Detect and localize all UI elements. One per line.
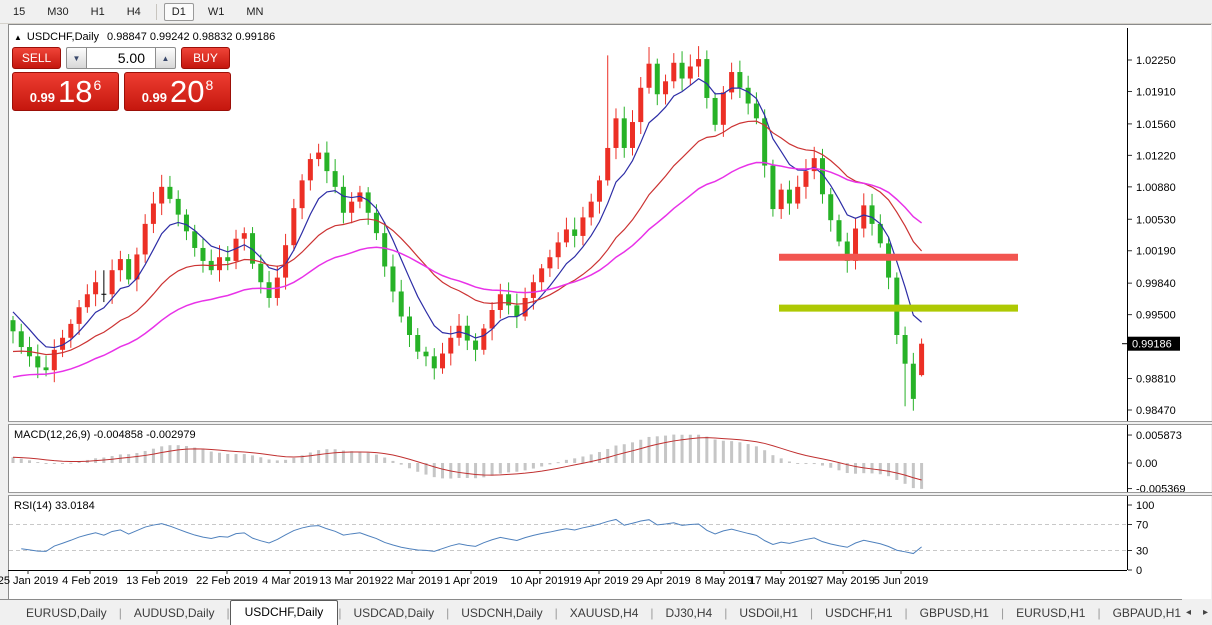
- volume-increase-button[interactable]: ▲: [155, 47, 176, 69]
- tab-scroll-right-icon[interactable]: ▸: [1202, 606, 1208, 618]
- tab-separator: |: [446, 606, 450, 620]
- chart-tab-eurusd-h1[interactable]: EURUSD,H1: [1016, 606, 1086, 620]
- tab-separator: |: [724, 606, 728, 620]
- tab-separator: |: [554, 606, 558, 620]
- chart-tab-usdcnh-daily[interactable]: USDCNH,Daily: [461, 606, 543, 620]
- buy-button[interactable]: BUY: [181, 47, 230, 69]
- ask-price-display[interactable]: 0.99 20 8: [124, 72, 231, 111]
- tab-separator: |: [226, 606, 230, 620]
- bid-price-prefix: 0.99: [29, 90, 56, 105]
- chart-tab-eurusd-daily[interactable]: EURUSD,Daily: [26, 606, 107, 620]
- chart-tab-dj30-h4[interactable]: DJ30,H4: [665, 606, 713, 620]
- timeframe-d1-button[interactable]: D1: [163, 2, 194, 21]
- tab-scrollers: ◂ ▸: [1182, 599, 1212, 625]
- arrow-down-icon: ▼: [72, 53, 81, 63]
- timeframe-m30-button[interactable]: M30: [39, 3, 76, 21]
- collapse-triangle-icon[interactable]: ▲: [14, 33, 22, 42]
- tab-separator: |: [118, 606, 122, 620]
- chart-tab-bar: EURUSD,Daily | AUDUSD,Daily | USDCHF,Daily | U…: [0, 599, 1212, 625]
- tab-separator: |: [650, 606, 654, 620]
- timeframe-toolbar: 15 M30 H1 H4 D1 W1 MN: [0, 0, 1212, 24]
- chart-title: ▲ USDCHF,Daily 0.98847 0.99242 0.98832 0.9…: [14, 31, 275, 43]
- macd-indicator-label: MACD(12,26,9) -0.004858 -0.002979: [14, 429, 196, 441]
- chart-tab-gbpusd-h1[interactable]: GBPUSD,H1: [919, 606, 989, 620]
- timeframe-15-button[interactable]: 15: [5, 3, 33, 21]
- chart-tab-usdcad-daily[interactable]: USDCAD,Daily: [353, 606, 435, 620]
- chart-symbol-label: USDCHF,Daily: [26, 31, 100, 43]
- panel-splitter[interactable]: [8, 492, 1212, 496]
- tab-separator: |: [1097, 606, 1101, 620]
- ask-price-prefix: 0.99: [141, 90, 168, 105]
- toolbar-separator: [155, 3, 157, 20]
- tab-separator: |: [904, 606, 908, 620]
- chart-tab-gbpaud-h1[interactable]: GBPAUD,H1: [1112, 606, 1182, 620]
- ask-price-big-digits: 20: [170, 74, 205, 109]
- one-click-trading-panel: SELL ▼ ▲ BUY 0.99 18 6 0.99 20 8: [12, 47, 232, 111]
- timeframe-h1-button[interactable]: H1: [83, 3, 113, 21]
- bid-price-big-digits: 18: [58, 74, 93, 109]
- tab-scroll-left-icon[interactable]: ◂: [1186, 606, 1192, 618]
- panel-splitter[interactable]: [8, 421, 1212, 425]
- timeframe-mn-button[interactable]: MN: [238, 3, 271, 21]
- sell-button[interactable]: SELL: [12, 47, 61, 69]
- chart-tab-xauusd-h4[interactable]: XAUUSD,H4: [569, 606, 639, 620]
- timeframe-h4-button[interactable]: H4: [119, 3, 149, 21]
- chart-tab-usdchf-h1[interactable]: USDCHF,H1: [825, 606, 893, 620]
- tab-separator: |: [810, 606, 814, 620]
- chart-tab-audusd-daily[interactable]: AUDUSD,Daily: [133, 606, 215, 620]
- volume-input[interactable]: [87, 47, 155, 69]
- bid-price-pipette: 6: [93, 77, 102, 93]
- arrow-up-icon: ▲: [161, 53, 170, 63]
- chart-tab-usdoil-h1[interactable]: USDOil,H1: [739, 606, 799, 620]
- rsi-indicator-label: RSI(14) 33.0184: [14, 500, 95, 512]
- tab-separator: |: [1000, 606, 1005, 620]
- volume-decrease-button[interactable]: ▼: [66, 47, 87, 69]
- bid-price-display[interactable]: 0.99 18 6: [12, 72, 119, 111]
- ask-price-pipette: 8: [205, 77, 214, 93]
- chart-ohlc-values: 0.98847 0.99242 0.98832 0.99186: [107, 31, 276, 43]
- timeframe-w1-button[interactable]: W1: [200, 3, 233, 21]
- tab-separator: |: [338, 606, 342, 620]
- chart-tab-usdchf-daily[interactable]: USDCHF,Daily: [229, 600, 339, 625]
